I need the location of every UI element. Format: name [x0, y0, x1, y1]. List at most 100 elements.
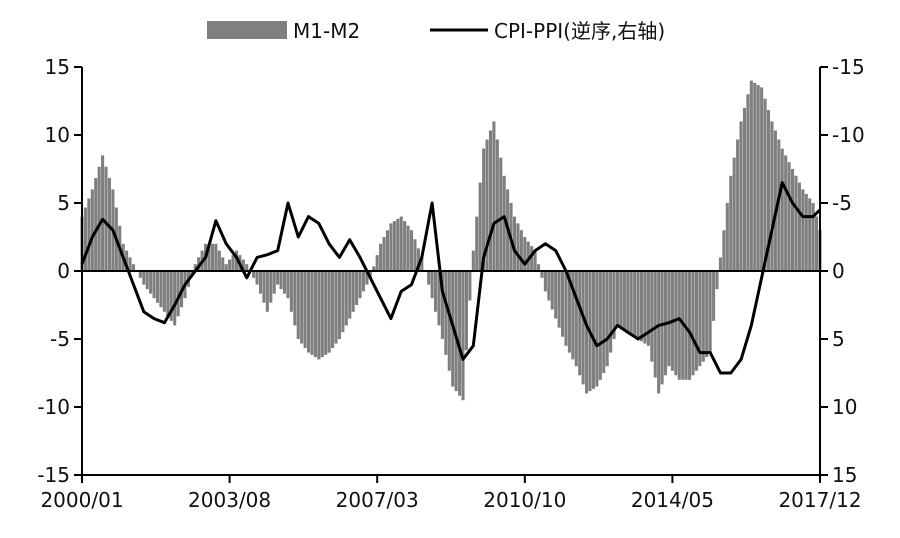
bar-m1m2: [790, 169, 795, 271]
bar-m1m2: [591, 271, 595, 389]
bar-m1m2: [396, 218, 400, 271]
bar-m1m2: [547, 271, 551, 301]
bar-m1m2: [416, 248, 420, 271]
bar-m1m2: [615, 271, 620, 326]
bar-m1m2: [159, 271, 163, 308]
bar-m1m2: [688, 271, 692, 380]
bar-m1m2: [420, 257, 424, 271]
bar-m1m2: [482, 148, 486, 271]
x-tick-label: 2014/05: [631, 488, 714, 512]
bar-m1m2: [550, 271, 554, 310]
bar-m1m2: [629, 271, 633, 335]
bar-m1m2: [557, 271, 561, 328]
bar-m1m2: [324, 271, 328, 355]
bar-m1m2: [145, 271, 149, 290]
bar-m1m2: [447, 271, 451, 371]
bar-m1m2: [444, 271, 448, 355]
bar-m1m2: [468, 271, 472, 301]
bar-m1m2: [300, 271, 304, 344]
bar-m1m2: [166, 271, 170, 317]
bar-m1m2: [643, 271, 647, 344]
bar-m1m2: [327, 271, 331, 353]
bar-m1m2: [602, 271, 606, 373]
bar-m1m2: [605, 271, 609, 367]
bar-m1m2: [694, 271, 698, 371]
bar-m1m2: [492, 121, 496, 272]
bar-m1m2: [104, 166, 108, 271]
bar-m1m2: [801, 189, 805, 271]
bar-m1m2: [701, 271, 705, 362]
bar-m1m2: [131, 264, 136, 271]
bar-m1m2: [341, 271, 345, 333]
bar-m1m2: [379, 243, 383, 271]
bar-m1m2: [262, 271, 266, 303]
line-layer: [80, 181, 822, 375]
bar-m1m2: [523, 237, 527, 271]
y-right-tick-label: 10: [832, 395, 857, 419]
bar-m1m2: [94, 178, 98, 271]
bar-m1m2: [231, 255, 235, 271]
bar-m1m2: [413, 239, 417, 271]
bar-m1m2: [245, 264, 249, 271]
bar-m1m2: [763, 98, 767, 271]
bar-m1m2: [155, 271, 160, 303]
bar-m1m2: [609, 271, 613, 353]
bar-m1m2: [224, 264, 228, 271]
bar-m1m2: [749, 80, 753, 271]
bar-m1m2: [540, 271, 544, 278]
bar-m1m2: [269, 271, 273, 303]
bar-m1m2: [389, 223, 393, 271]
bar-m1m2: [650, 271, 654, 362]
bar-m1m2: [804, 193, 808, 271]
bar-m1m2: [585, 271, 589, 394]
bar-m1m2: [440, 271, 444, 339]
bar-m1m2: [125, 250, 129, 271]
bar-m1m2: [619, 271, 623, 328]
bar-m1m2: [210, 243, 214, 271]
bar-m1m2: [279, 271, 283, 290]
bar-m1m2: [317, 271, 321, 360]
bar-m1m2: [626, 271, 630, 333]
bar-m1m2: [296, 271, 300, 339]
bar-m1m2: [382, 237, 386, 271]
bar-m1m2: [265, 271, 269, 312]
bar-m1m2: [358, 271, 362, 299]
y-right-tick-label: 0: [832, 259, 845, 283]
bar-m1m2: [797, 182, 801, 271]
y-right-tick-label: 15: [832, 463, 857, 487]
y-right-tick-label: 5: [832, 327, 845, 351]
bar-m1m2: [729, 175, 733, 271]
bar-m1m2: [176, 271, 180, 317]
bar-m1m2: [708, 271, 712, 353]
bar-m1m2: [276, 271, 280, 285]
bar-m1m2: [90, 189, 94, 271]
bar-m1m2: [530, 246, 534, 271]
bar-m1m2: [725, 203, 729, 271]
bar-m1m2: [815, 216, 819, 271]
bar-m1m2: [598, 271, 602, 380]
legend: M1-M2 CPI-PPI(逆序,右轴): [207, 19, 665, 43]
bar-m1m2: [307, 271, 311, 353]
bar-m1m2: [87, 198, 91, 271]
bar-m1m2: [612, 271, 616, 339]
bar-m1m2: [495, 139, 499, 271]
y-left-tick-label: 15: [45, 55, 70, 79]
bar-m1m2: [543, 271, 547, 292]
bar-m1m2: [512, 216, 517, 271]
bar-m1m2: [255, 271, 259, 285]
bar-m1m2: [214, 243, 218, 271]
bar-m1m2: [392, 221, 396, 271]
bar-m1m2: [784, 155, 788, 271]
bar-m1m2: [228, 259, 232, 271]
bar-m1m2: [536, 264, 541, 271]
bar-m1m2: [289, 271, 293, 312]
bar-m1m2: [739, 121, 743, 272]
bar-m1m2: [193, 264, 197, 271]
bar-m1m2: [502, 175, 506, 271]
bar-m1m2: [406, 225, 410, 271]
bar-m1m2: [138, 271, 142, 278]
bar-m1m2: [101, 155, 105, 271]
y-right-tick-label: -5: [832, 191, 852, 215]
x-tick-label: 2017/12: [778, 488, 861, 512]
